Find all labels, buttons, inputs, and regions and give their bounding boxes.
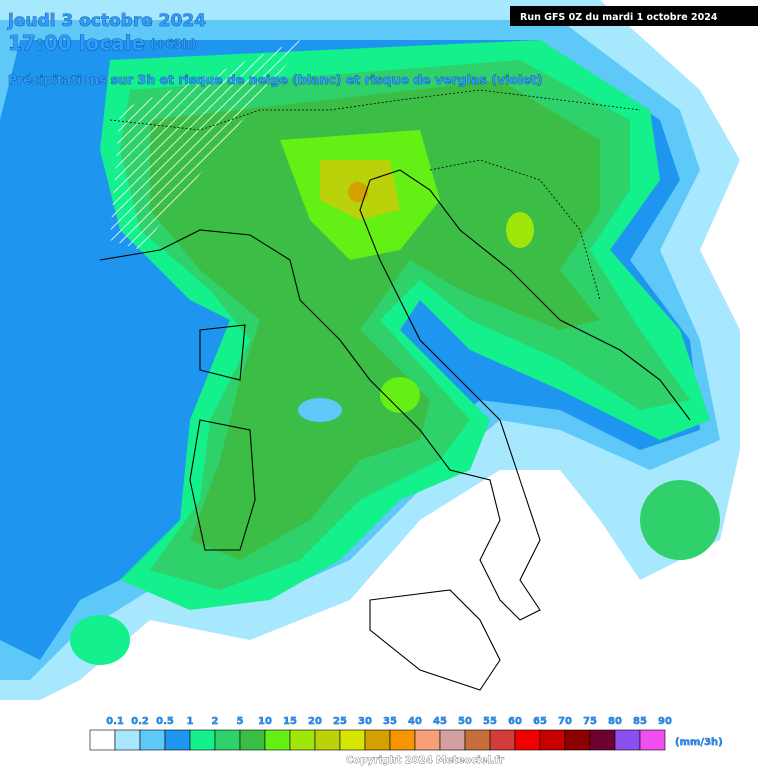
legend-swatch [439,729,466,751]
legend-label: 35 [383,716,397,727]
lead-time: (+63h) [150,37,196,51]
legend-swatch [514,729,541,751]
legend-swatch [564,729,591,751]
legend-label: 60 [508,716,522,727]
legend-label: 5 [237,716,244,727]
legend-label: 15 [283,716,297,727]
legend-swatch [164,729,191,751]
header: jeudi 3 octobre 2024 17:00 locale (+63h)… [7,6,758,87]
legend-label: 45 [433,716,447,727]
legend-label: 50 [458,716,472,727]
legend-swatch [614,729,641,751]
legend-label: 0.2 [131,716,149,727]
legend: (mm/3h) 0.1 0.2 0.5 1 2 5 10 15 20 25 30 35 40 45 50 55… [89,716,723,751]
legend-label: 30 [358,716,372,727]
legend-swatch [539,729,566,751]
legend-label: 2 [212,716,219,727]
legend-unit: (mm/3h) [675,737,723,748]
run-box [510,6,758,26]
legend-swatch [114,729,141,751]
legend-label: 25 [333,716,347,727]
legend-label: 1 [187,716,194,727]
legend-label: 10 [258,716,272,727]
legend-swatch [639,729,666,751]
legend-label: 70 [558,716,572,727]
legend-label: 0.1 [106,716,124,727]
legend-swatch [339,729,366,751]
legend-label: 80 [608,716,622,727]
legend-swatch [414,729,441,751]
map-field [0,0,740,700]
subtitle: Précipitations sur 3h et risque de neige… [8,72,542,87]
legend-label: 75 [583,716,597,727]
copyright: Copyright 2024 Meteociel.fr [346,755,504,766]
legend-label: 90 [658,716,672,727]
legend-swatch [364,729,391,751]
legend-swatch [214,729,241,751]
legend-swatch [589,729,616,751]
legend-swatch [239,729,266,751]
legend-label: 55 [483,716,497,727]
legend-label: 20 [308,716,322,727]
coastlines [99,89,691,691]
legend-swatch [464,729,491,751]
legend-swatch [289,729,316,751]
legend-swatch [189,729,216,751]
time: 17:00 locale [8,31,145,55]
date: jeudi 3 octobre 2024 [7,11,206,31]
legend-swatch [389,729,416,751]
legend-swatch [264,729,291,751]
legend-swatch [139,729,166,751]
run-label: Run GFS 0Z du mardi 1 octobre 2024 [520,12,718,23]
legend-label: 65 [533,716,547,727]
legend-swatch [314,729,341,751]
legend-label: 85 [633,716,647,727]
legend-label: 40 [408,716,422,727]
legend-label: 0.5 [156,716,174,727]
legend-swatch [489,729,516,751]
legend-swatch [89,729,116,751]
